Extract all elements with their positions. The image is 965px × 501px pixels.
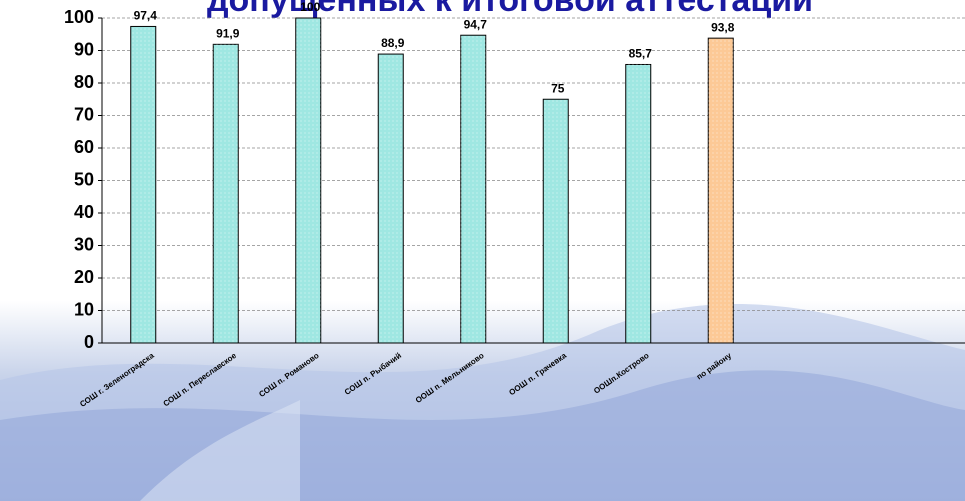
y-tick-label: 0 (84, 332, 94, 352)
bar-texture (543, 99, 569, 343)
bar-texture (213, 44, 239, 343)
value-label: 97,4 (134, 9, 158, 23)
bar-texture (130, 26, 156, 343)
value-label: 91,9 (216, 26, 240, 40)
value-label: 75 (551, 81, 565, 95)
value-label: 94,7 (464, 17, 488, 31)
bar-texture (460, 35, 486, 343)
value-label: 93,8 (711, 20, 735, 34)
y-tick-label: 60 (74, 137, 94, 157)
value-label: 88,9 (381, 36, 405, 50)
y-tick-label: 40 (74, 202, 94, 222)
bar-texture (625, 64, 651, 343)
wave (140, 400, 300, 501)
value-label: 100 (300, 0, 320, 14)
bar-texture (708, 38, 734, 344)
value-label: 85,7 (629, 47, 653, 61)
y-tick-label: 50 (74, 169, 94, 189)
bar-texture (295, 18, 321, 343)
y-tick-label: 30 (74, 234, 94, 254)
y-tick-label: 90 (74, 39, 94, 59)
y-tick-label: 70 (74, 104, 94, 124)
y-tick-label: 80 (74, 72, 94, 92)
y-tick-label: 100 (64, 7, 94, 27)
bar-texture (378, 54, 404, 343)
y-tick-label: 10 (74, 299, 94, 319)
chart-title: допущенных к итоговой аттестации (207, 0, 813, 19)
y-tick-label: 20 (74, 267, 94, 287)
